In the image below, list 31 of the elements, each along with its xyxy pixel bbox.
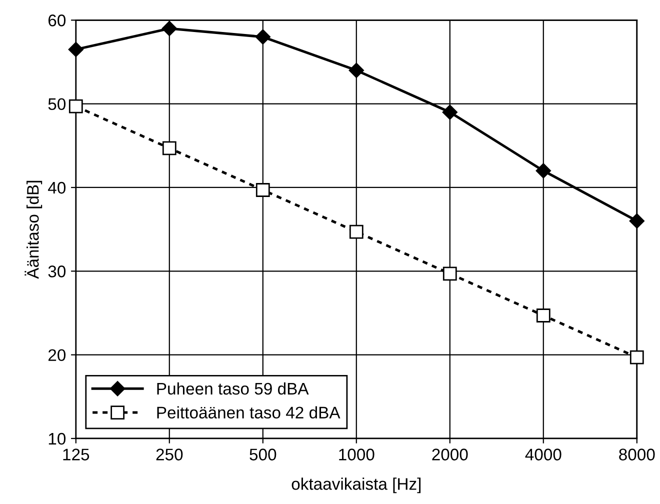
x-tick-label: 8000 (619, 448, 655, 460)
point (162, 20, 177, 36)
legend-label: Peittoäänen taso 42 dBA (157, 406, 340, 419)
point (162, 141, 176, 156)
x-tick-label: 250 (156, 448, 183, 460)
point (68, 42, 84, 58)
x-tick-label: 500 (250, 448, 276, 460)
x-tick-label: 4000 (525, 448, 562, 460)
point (536, 308, 550, 322)
point (536, 163, 551, 178)
y-axis-title: Äänitaso [dB] (24, 180, 42, 279)
y-tick-label: 40 (48, 182, 66, 194)
y-tick-label: 10 (48, 432, 66, 445)
y-tick-label: 20 (48, 349, 66, 362)
point (629, 213, 644, 229)
point (256, 183, 270, 197)
legend-label: Puheen taso 59 dBA (157, 382, 309, 395)
point (630, 350, 644, 364)
point (255, 29, 270, 44)
x-tick-label: 2000 (432, 448, 468, 460)
y-tick-label: 30 (48, 266, 66, 278)
x-axis-title: oktaavikaista [Hz] (292, 478, 421, 494)
y-tick-label: 60 (48, 14, 66, 26)
point (348, 62, 364, 78)
point (442, 104, 458, 120)
point (68, 99, 83, 114)
point (442, 266, 457, 281)
point (349, 224, 364, 239)
x-tick-label: 1000 (339, 448, 374, 460)
x-tick-label: 125 (63, 448, 90, 460)
y-tick-label: 50 (48, 98, 66, 110)
